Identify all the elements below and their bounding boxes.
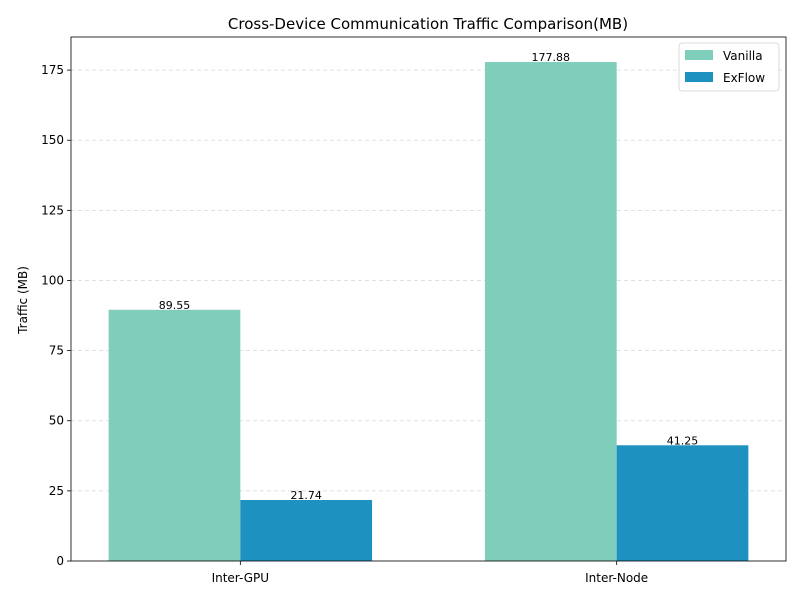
data-label: 21.74 bbox=[290, 489, 322, 502]
y-tick-label: 150 bbox=[41, 133, 64, 147]
legend-swatch-vanilla bbox=[685, 50, 713, 60]
chart-title: Cross-Device Communication Traffic Compa… bbox=[228, 15, 628, 33]
y-tick-label: 125 bbox=[41, 203, 64, 217]
y-tick-label: 25 bbox=[49, 484, 64, 498]
data-label: 177.88 bbox=[532, 51, 571, 64]
x-tick-label: Inter-GPU bbox=[212, 571, 270, 585]
y-tick-label: 50 bbox=[49, 414, 64, 428]
data-label: 89.55 bbox=[159, 299, 191, 312]
y-tick-label: 175 bbox=[41, 63, 64, 77]
legend: Vanilla ExFlow bbox=[678, 42, 780, 92]
x-tick-label: Inter-Node bbox=[585, 571, 648, 585]
bars bbox=[108, 62, 749, 561]
legend-swatch-exflow bbox=[685, 72, 713, 82]
bar-exflow-inter-gpu bbox=[240, 500, 373, 561]
legend-label-exflow: ExFlow bbox=[723, 71, 765, 85]
y-tick-label: 100 bbox=[41, 273, 64, 287]
legend-label-vanilla: Vanilla bbox=[723, 49, 763, 63]
bar-vanilla-inter-gpu bbox=[108, 309, 241, 561]
data-labels: 89.55 21.74 177.88 41.25 bbox=[159, 51, 699, 502]
data-label: 41.25 bbox=[667, 434, 699, 447]
axes: 0 25 50 75 100 125 150 175 Inter-GPU Inter-Node bbox=[41, 36, 787, 585]
plot-frame bbox=[70, 36, 787, 562]
bar-vanilla-inter-node bbox=[484, 62, 617, 561]
bar-exflow-inter-node bbox=[616, 445, 749, 561]
y-tick-label: 0 bbox=[56, 554, 64, 568]
y-axis-title: Traffic (MB) bbox=[16, 266, 30, 335]
y-tick-label: 75 bbox=[49, 344, 64, 358]
